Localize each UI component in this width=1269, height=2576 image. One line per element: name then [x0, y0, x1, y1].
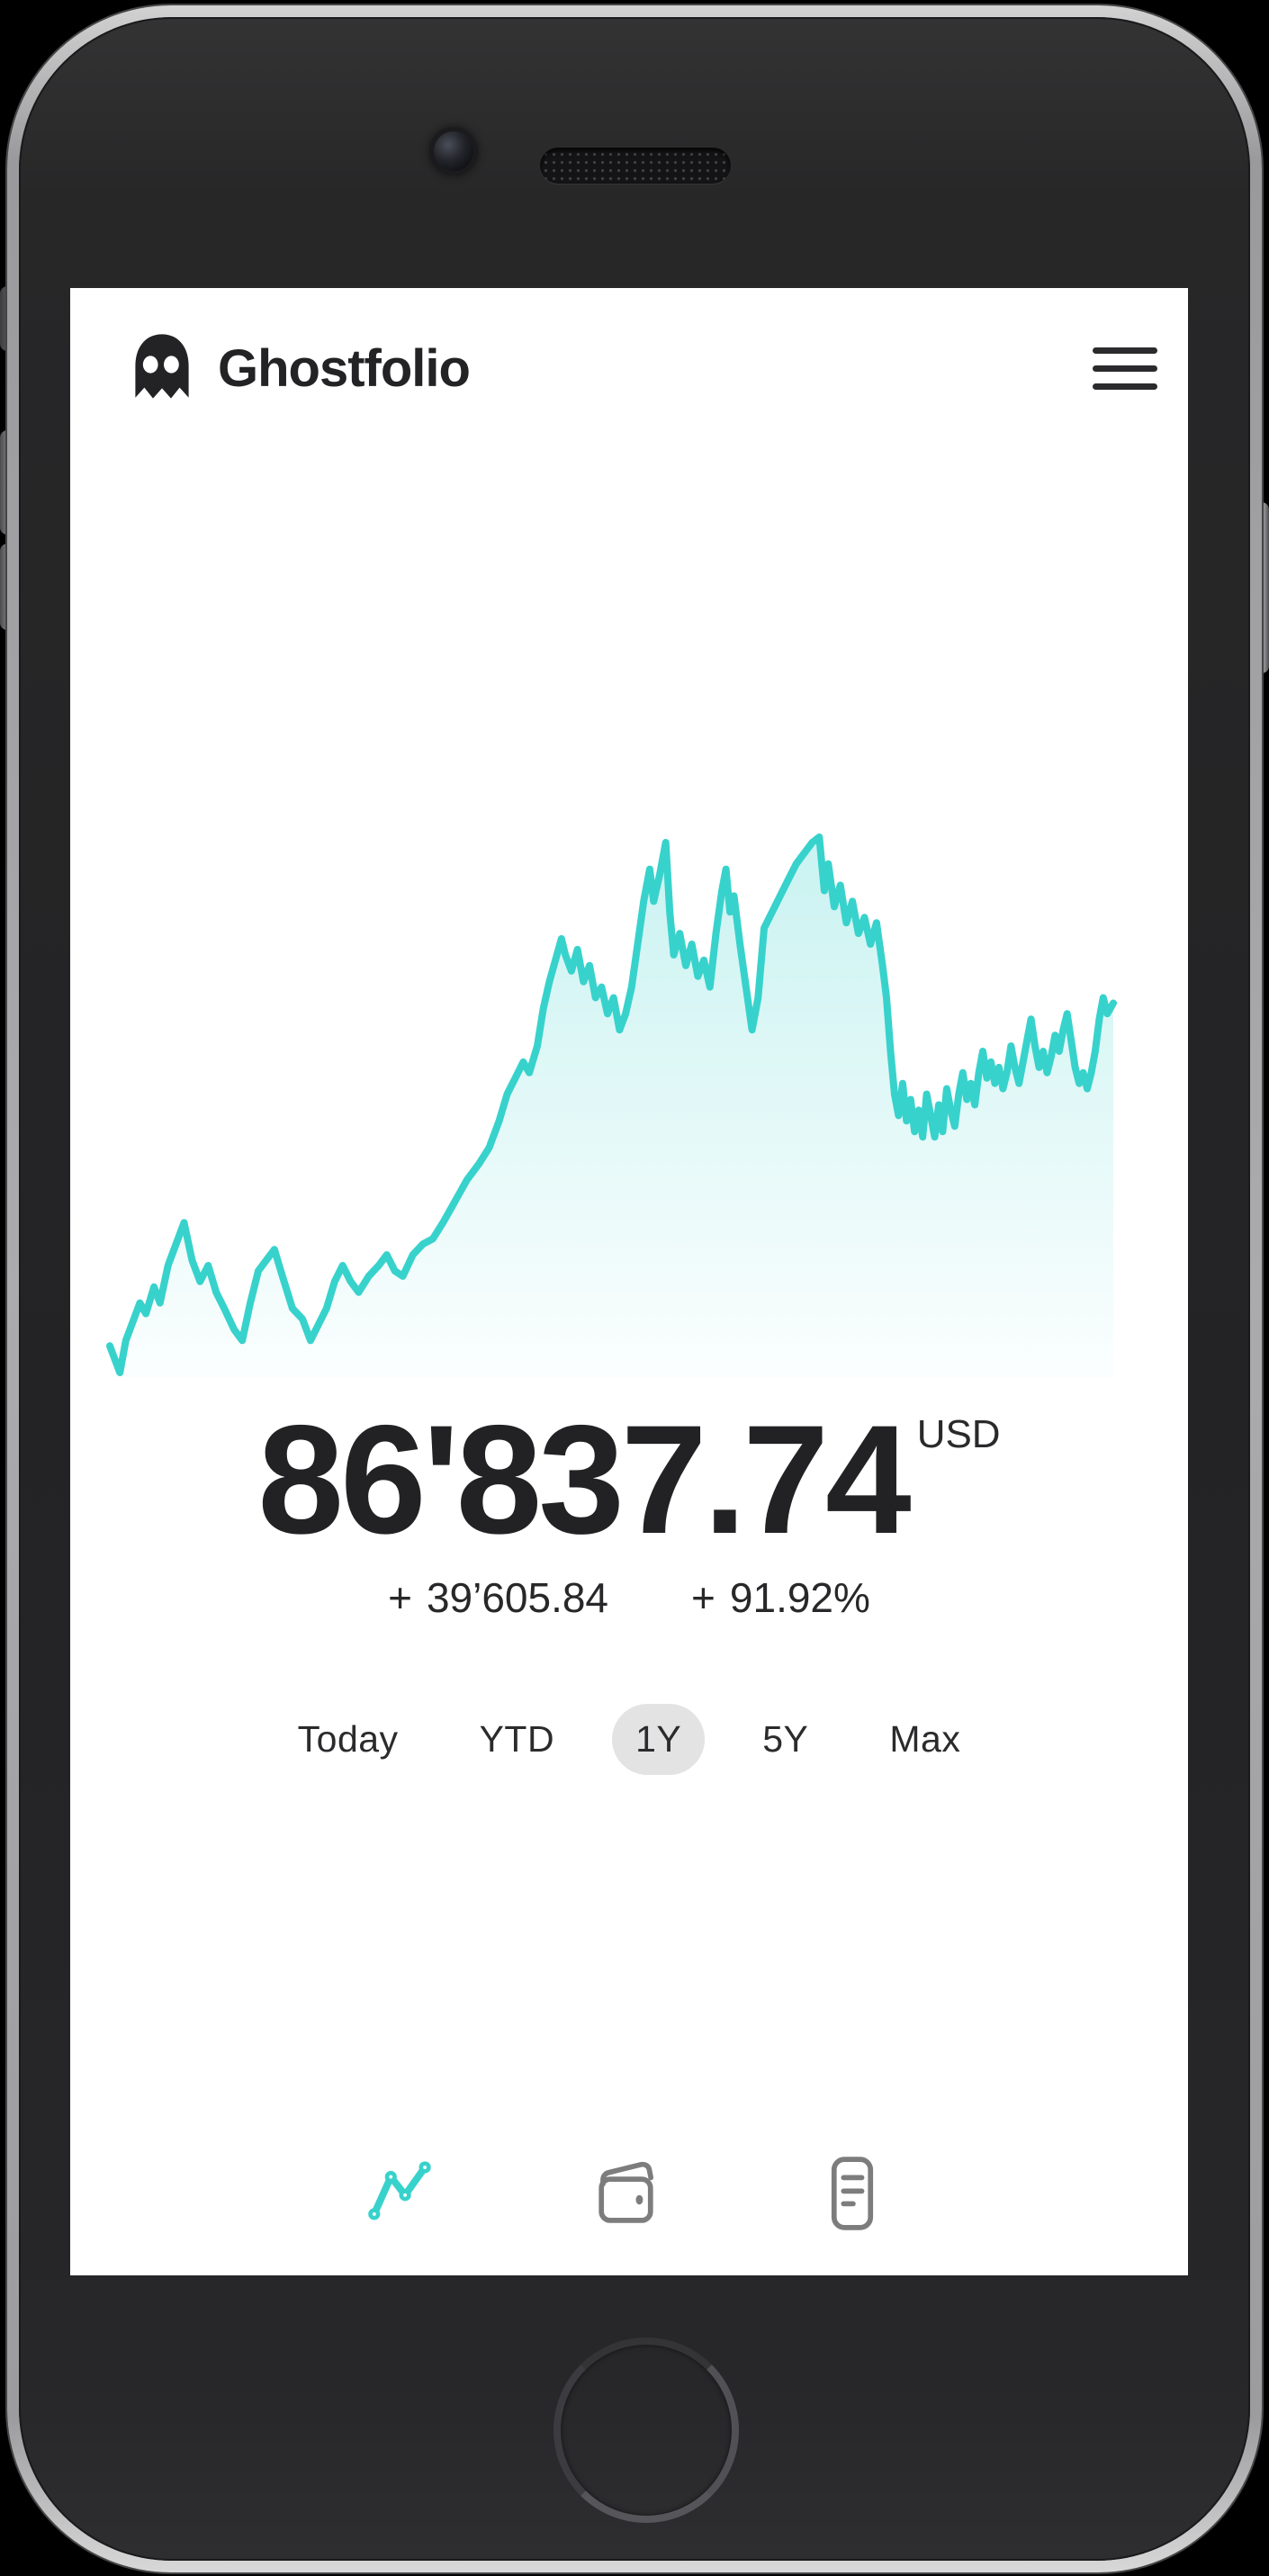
portfolio-value: 86'837.74 — [257, 1393, 911, 1566]
range-button-5y[interactable]: 5Y — [739, 1704, 832, 1775]
ghost-logo-icon — [126, 332, 198, 404]
speaker-grille — [540, 148, 731, 184]
range-selector: Today YTD 1Y 5Y Max — [70, 1704, 1188, 1775]
range-button-max[interactable]: Max — [866, 1704, 984, 1775]
change-absolute: + 39’605.84 — [388, 1573, 608, 1622]
plus-icon: + — [691, 1574, 716, 1621]
currency-label: USD — [916, 1412, 1001, 1456]
app-title: Ghostfolio — [218, 338, 471, 398]
performance-area-chart — [106, 833, 1117, 1377]
range-button-today[interactable]: Today — [274, 1704, 422, 1775]
nav-report-button[interactable] — [812, 2153, 893, 2234]
change-percent: + 91.92% — [691, 1573, 870, 1622]
document-list-icon — [813, 2154, 892, 2233]
wallet-icon — [590, 2154, 669, 2233]
hamburger-menu-button[interactable] — [1091, 342, 1159, 395]
bottom-nav — [70, 2153, 1188, 2234]
range-button-1y[interactable]: 1Y — [612, 1704, 706, 1775]
performance-chart — [106, 833, 1117, 1377]
change-absolute-value: 39’605.84 — [426, 1574, 609, 1621]
portfolio-value-row: 86'837.74 USD — [70, 1402, 1188, 1557]
home-button — [554, 2337, 739, 2523]
front-camera — [434, 131, 473, 171]
app-header: Ghostfolio — [126, 328, 1159, 409]
hamburger-menu-icon — [1093, 347, 1157, 354]
nav-wallet-button[interactable] — [589, 2153, 670, 2234]
app-screen: Ghostfolio 86'837.74 USD + 39’605.84 + 9… — [70, 288, 1188, 2275]
line-chart-icon — [366, 2154, 446, 2233]
range-button-ytd[interactable]: YTD — [456, 1704, 579, 1775]
change-row: + 39’605.84 + 91.92% — [70, 1573, 1188, 1622]
app-logo: Ghostfolio — [126, 332, 471, 404]
change-percent-value: 91.92% — [729, 1574, 870, 1621]
nav-performance-button[interactable] — [365, 2153, 446, 2234]
plus-icon: + — [388, 1574, 412, 1621]
